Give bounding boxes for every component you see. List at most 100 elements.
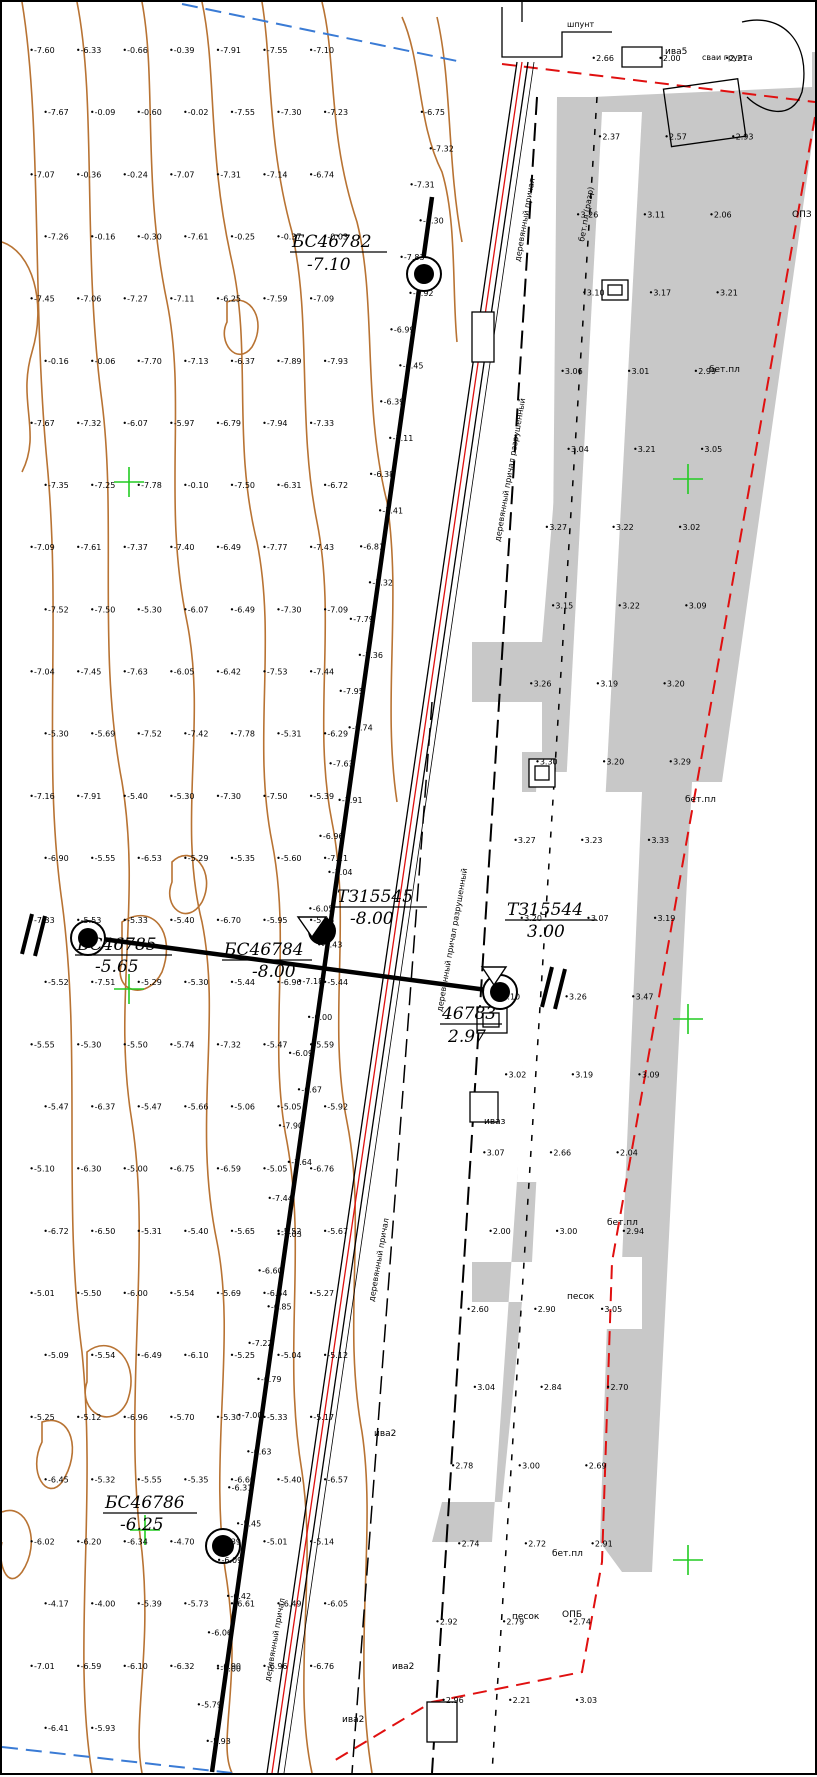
spot-elevation: •-6.49 [230,605,255,614]
spot-elevation: •-6.79 [256,1375,281,1384]
spot-elevation: •-6.09 [288,1049,313,1058]
green-crosses [114,464,703,1575]
spot-elevation: •-6.39 [216,1538,241,1547]
spot-elevation: •-6.42 [216,668,241,677]
spot-elevation: •-6.96 [318,832,343,841]
spot-elevation: •-0.30 [136,233,161,242]
spot-elevation: •-6.45 [398,362,423,371]
spot-elevation: •3.20 [602,758,625,767]
spot-elevation: •-6.70 [216,916,241,925]
spot-elevation: •-0.60 [136,108,161,117]
label-iva: ива2 [342,1715,364,1725]
spot-elevation: •-0.39 [169,46,194,55]
spot-elevation: •-7.09 [309,295,334,304]
borehole-bs46782 [406,256,442,292]
spot-elevation: •3.02 [504,1071,527,1080]
spot-elevation: •-5.25 [29,1413,54,1422]
spot-elevation: •-5.10 [29,1165,54,1174]
spot-elevation: •-5.31 [136,1227,161,1236]
spot-elevation: •2.60 [466,1305,489,1314]
spot-elevation: •2.96 [441,1696,464,1705]
label-derev-razr: деревянный причал разрушенный [435,867,469,1012]
spot-elevation: •-5.40 [183,1227,208,1236]
spot-elevation: •-5.44 [323,978,348,987]
section-line-cross [86,934,503,995]
spot-elevation: •-6.33 [76,46,101,55]
spot-elevation: •-6.49 [136,1351,161,1360]
spot-elevation: •-6.32 [169,1662,194,1671]
spot-elevation: •-7.63 [328,760,353,769]
well-value: -7.10 [307,255,351,275]
red-boundary-right [331,116,816,1763]
spot-elevation: •-6.39 [379,398,404,407]
spot-elevation: •-7.14 [262,170,287,179]
spot-elevation: •-5.30 [136,605,161,614]
spot-elevation: •2.78 [451,1461,474,1470]
spot-elevation: •3.07 [586,914,609,923]
spot-elevation: •-7.77 [262,543,287,552]
spot-elevation: •3.05 [600,1305,623,1314]
well-name: БС46784 [223,940,304,960]
spot-elevation: •2.93 [731,132,754,141]
spot-elevation: •-5.92 [323,1103,348,1112]
spot-elevation: •-6.59 [216,1165,241,1174]
spot-elevation: •-7.50 [230,481,255,490]
spot-elevation: •-5.40 [276,1475,301,1484]
spot-elevation: •-7.41 [378,506,403,515]
well-name: БС46785 [76,935,157,955]
spot-elevation: •-7.67 [43,108,68,117]
spot-elevation: •-7.45 [29,295,54,304]
spot-elevation: •-6.96 [122,1413,147,1422]
spot-elevation: •-5.53 [76,916,101,925]
spot-elevation: •-6.76 [309,1662,334,1671]
spot-elevation: •-5.40 [169,916,194,925]
spot-elevation: •-5.05 [262,1165,287,1174]
label-beton: бет.пл [552,1549,583,1559]
spot-elevation: •3.30 [535,758,558,767]
spot-elevation: •-5.39 [136,1600,161,1609]
spot-elevation: •-5.47 [43,1103,68,1112]
spot-elevation: •3.27 [513,836,536,845]
spot-elevation: •2.57 [664,132,687,141]
spot-elevation: •-5.66 [183,1103,208,1112]
spot-elevation: •-5.30 [169,792,194,801]
spot-elevation: •-7.95 [338,687,363,696]
spot-elevation: •-6.38 [369,470,394,479]
well-value: -6.25 [120,1515,164,1535]
spot-elevation: •3.21 [715,289,738,298]
spot-elevation: •-7.04 [327,868,352,877]
spot-elevation: •-5.60 [276,854,301,863]
spot-elevation: •-7.32 [368,579,393,588]
well-value: 2.97 [447,1027,486,1047]
spot-elevation: •-5.30 [183,978,208,987]
spot-elevation: •-5.93 [90,1724,115,1733]
well-labels: БС46782 -7.10 БС46785 -5.65 БС46784 -8.0… [75,232,597,1535]
spot-elevation: •-6.10 [183,1351,208,1360]
spot-elevation: •-6.99 [389,325,414,334]
spot-elevation: •-7.67 [29,419,54,428]
borehole-bs46785 [70,920,106,956]
spot-elevation: •-7.90 [278,1122,303,1131]
red-boundary-top [501,63,816,103]
spot-elevation: •-7.30 [276,108,301,117]
label-iva: ива2 [392,1662,414,1672]
boundary-lines [1,3,816,1774]
spot-elevation: •-7.55 [262,46,287,55]
spot-elevation: •-5.55 [90,854,115,863]
spot-elevation: •-0.02 [183,108,208,117]
spot-elevation: •-7.64 [287,1158,312,1167]
spot-elevation: •-7.13 [183,357,208,366]
spot-elevation: •-5.50 [122,1040,147,1049]
spot-elevation: •-0.06 [90,357,115,366]
spot-elevation: •-6.05 [323,1600,348,1609]
spot-elevation: •2.91 [590,1540,613,1549]
spot-elevation: •-7.23 [323,108,348,117]
concrete-area-main [472,52,815,1572]
spot-elevation: •-6.09 [217,1556,242,1565]
label-opb: ОПБ [562,1610,582,1620]
spot-elevation: •-7.30 [276,605,301,614]
spot-elevation: •3.26 [529,680,552,689]
spot-elevation: •-6.90 [216,1662,241,1671]
